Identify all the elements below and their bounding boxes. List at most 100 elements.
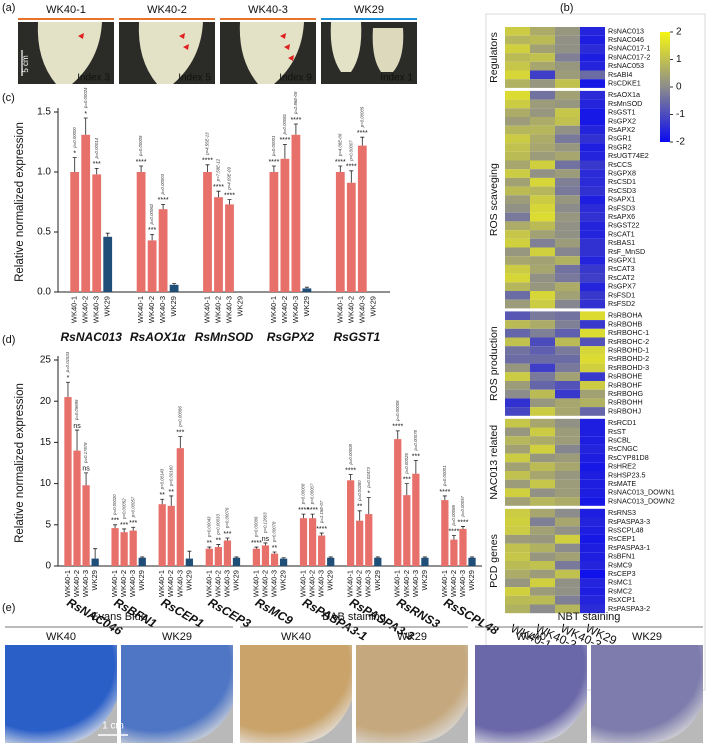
row-label: RsAPX6: [608, 212, 635, 221]
bar-label: WK40-3: [364, 570, 373, 597]
error-bar: [105, 232, 110, 237]
heatmap-cell: [530, 108, 555, 117]
significance: ****: [290, 117, 301, 124]
bar-label: WK40-2: [72, 570, 81, 597]
heatmap-cell: [555, 117, 580, 126]
error-bar: [281, 557, 286, 559]
heatmap-cell: [505, 169, 530, 178]
colorbar-label: 0: [676, 82, 682, 93]
heatmap-cell: [555, 462, 580, 471]
heatmap-cell: [555, 604, 580, 614]
error-bar: [178, 436, 183, 449]
heatmap-cell: [580, 462, 605, 471]
y-tick-label: 0.0: [37, 287, 51, 298]
heatmap-cell: [505, 488, 530, 498]
heatmap-cell: [505, 444, 530, 454]
index-label: Index 5: [178, 73, 211, 84]
p-value: p=0.00052: [121, 498, 126, 520]
error-bar: [94, 168, 99, 175]
row-label: RsUGT74E2: [608, 151, 649, 160]
error-bar: [216, 544, 221, 548]
row-label: RsRBOHD-2: [608, 354, 649, 363]
bar-label: WK40-2: [280, 296, 289, 323]
y-axis-title: Relative normalized expression: [14, 383, 26, 543]
heatmap-cell: [505, 595, 530, 605]
p-value: p=0.00057: [460, 495, 465, 517]
heatmap-cell: [505, 117, 530, 126]
bar: [270, 553, 279, 566]
error-bar: [451, 535, 456, 540]
bar: [91, 558, 99, 566]
heatmap-cell: [530, 569, 555, 579]
p-value: p=0.00062: [149, 203, 154, 225]
root-photo: [330, 22, 362, 72]
heatmap-cell: [555, 27, 580, 36]
heatmap-cell: [530, 117, 555, 126]
heatmap-cell: [580, 90, 605, 100]
bar: [252, 548, 261, 566]
heatmap-cell: [555, 346, 580, 355]
error-bar: [225, 537, 230, 541]
heatmap-cell: [530, 143, 555, 152]
heatmap-cell: [555, 488, 580, 498]
bar-label: WK40-1: [157, 570, 166, 597]
heatmap-cell: [580, 552, 605, 561]
colorbar-label: 1: [676, 54, 682, 65]
heatmap-cell: [555, 534, 580, 544]
heatmap-cell: [580, 143, 605, 152]
p-value: p=0.00014: [94, 137, 99, 159]
error-bar: [413, 460, 418, 474]
p-value: p=4.08E-06: [337, 133, 342, 157]
row-label: RsNAC017-1: [608, 44, 650, 53]
heatmap-cell: [530, 346, 555, 355]
p-value: p=0.00078: [413, 429, 418, 451]
p-value: p=0.00008: [348, 443, 353, 465]
p-value: p=0.00020: [112, 494, 117, 516]
heatmap-cell: [505, 273, 530, 283]
arrow: [183, 44, 189, 50]
significance: ****: [448, 528, 459, 535]
heatmap-cell: [555, 151, 580, 161]
heatmap-cell: [580, 169, 605, 178]
row-label: RsCSD3: [608, 186, 636, 195]
heatmap-cell: [555, 44, 580, 54]
row-label: RsGPX7: [608, 282, 636, 291]
bar-label: WK29: [279, 570, 288, 590]
bar-label: WK40-3: [317, 570, 326, 597]
significance: ****: [345, 467, 356, 474]
heatmap-cell: [505, 79, 530, 88]
heatmap-cell: [530, 381, 555, 390]
error-bar: [366, 497, 371, 515]
heatmap-cell: [580, 117, 605, 126]
bar-label: WK29: [90, 570, 99, 590]
root-photo: [37, 22, 102, 84]
error-bar: [357, 510, 362, 521]
heatmap-cell: [555, 204, 580, 213]
heatmap-cell: [505, 230, 530, 239]
heatmap-cell: [530, 212, 555, 222]
heatmap-cell: [530, 70, 555, 80]
heatmap-cell: [555, 264, 580, 274]
heatmap-cell: [555, 497, 580, 506]
bar: [225, 204, 234, 292]
row-label: RsAPX1: [608, 195, 635, 204]
significance: ****: [307, 507, 318, 514]
heatmap-cell: [580, 471, 605, 480]
row-label: RsCYP81D8: [608, 453, 649, 462]
heatmap-cell: [555, 569, 580, 579]
y-tick-label: 5: [45, 519, 51, 530]
heatmap-cell: [555, 587, 580, 596]
heatmap-cell: [530, 488, 555, 498]
heatmap-cell: [555, 247, 580, 257]
heatmap-cell: [555, 230, 580, 239]
p-value: p=0.00007: [310, 483, 315, 505]
heatmap-cell: [530, 299, 555, 309]
bar-label: WK40-1: [269, 296, 278, 323]
p-value: p=4.09E-09: [227, 167, 232, 191]
heatmap-cell: [555, 108, 580, 117]
category-label: RsGST1: [333, 330, 380, 344]
error-bar: [470, 556, 475, 558]
stain-title: NBT staining: [558, 611, 621, 623]
error-bar: [160, 498, 165, 505]
heatmap-cell: [580, 238, 605, 248]
